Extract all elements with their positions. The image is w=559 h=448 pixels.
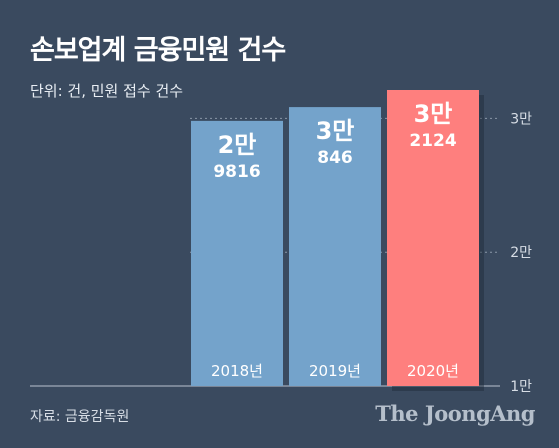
data-label: 2만	[218, 131, 257, 159]
data-label: 2124	[409, 131, 456, 151]
bar	[289, 107, 381, 386]
category-label: 2018년	[211, 362, 263, 380]
data-label: 9816	[213, 162, 260, 182]
bar	[191, 120, 283, 387]
data-label: 3만	[414, 100, 453, 128]
chart-title: 손보업계 금융민원 건수	[30, 35, 286, 66]
y-tick-label: 1만	[510, 379, 532, 395]
category-label: 2020년	[407, 362, 459, 380]
category-label: 2019년	[309, 362, 361, 380]
y-tick-label: 3만	[510, 111, 532, 127]
unit-label: 단위: 건, 민원 접수 건수	[30, 82, 184, 100]
source-label: 자료: 금융감독원	[30, 409, 130, 425]
data-label: 3만	[316, 117, 355, 145]
y-tick-label: 2만	[510, 245, 532, 261]
brand-logo: The JoongAng	[375, 401, 535, 426]
data-label: 846	[317, 148, 353, 168]
bar	[387, 90, 479, 386]
